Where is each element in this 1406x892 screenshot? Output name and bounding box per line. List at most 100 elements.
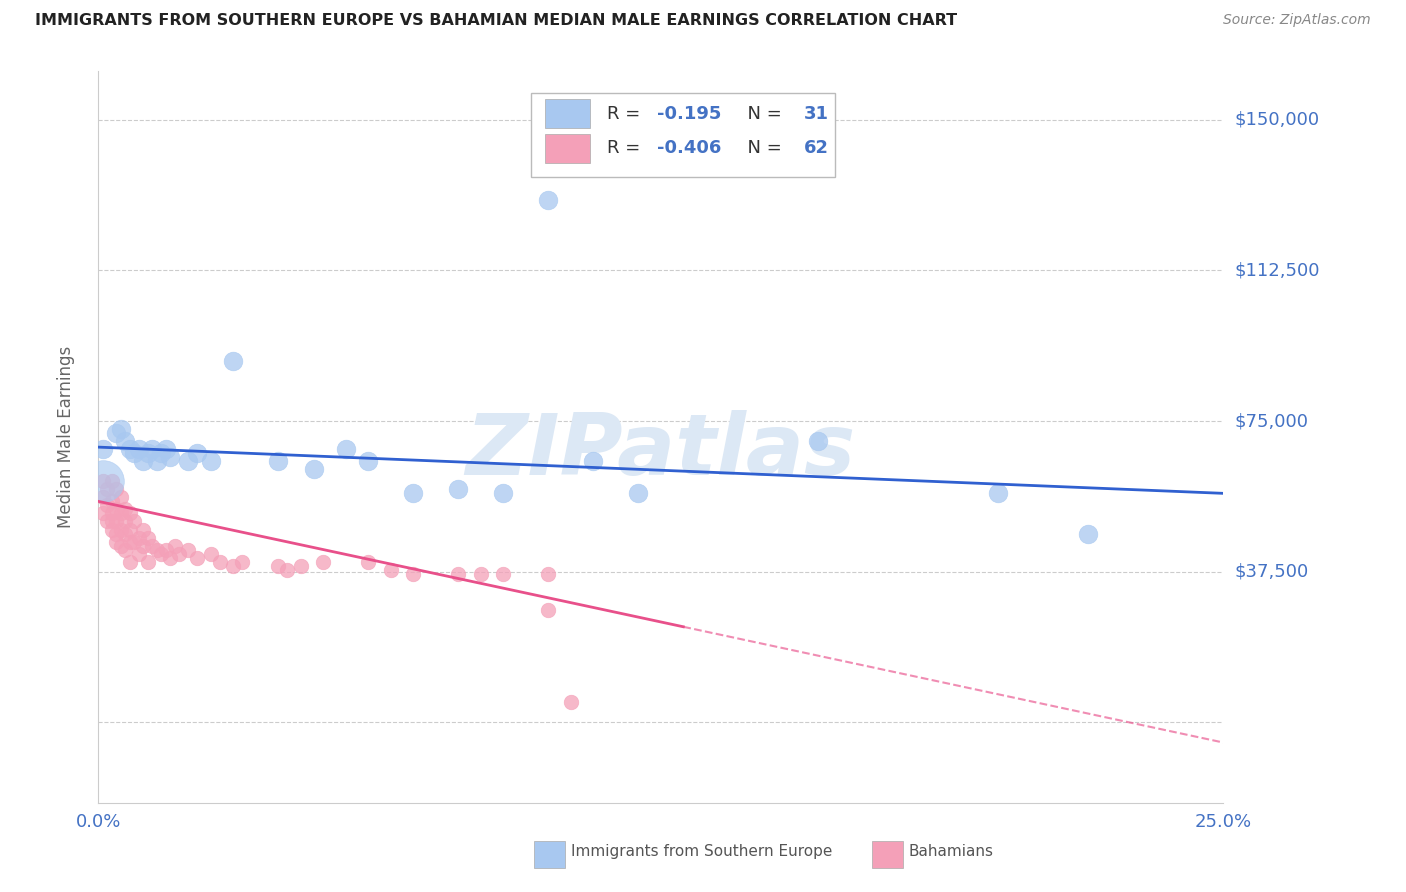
Point — [105, 515, 128, 529]
Text: Immigrants from Southern Europe: Immigrants from Southern Europe — [571, 845, 832, 859]
Text: R =: R = — [607, 104, 645, 123]
Point — [335, 442, 357, 457]
Point — [150, 446, 173, 460]
Point — [357, 555, 380, 569]
FancyBboxPatch shape — [546, 99, 591, 128]
Point — [186, 550, 208, 565]
Point — [91, 491, 114, 505]
Point — [118, 534, 141, 549]
Point — [101, 494, 124, 508]
Point — [150, 547, 173, 561]
FancyBboxPatch shape — [546, 134, 591, 162]
Point — [208, 555, 231, 569]
Text: 62: 62 — [804, 139, 828, 157]
Point — [110, 491, 132, 505]
Point — [128, 547, 150, 561]
Point — [136, 446, 159, 460]
Point — [110, 507, 132, 521]
Point — [447, 483, 470, 497]
Point — [105, 483, 128, 497]
Point — [146, 542, 169, 557]
Point — [380, 563, 402, 577]
Point — [537, 566, 560, 581]
Point — [537, 603, 560, 617]
Point — [101, 515, 124, 529]
Point — [159, 550, 181, 565]
Point — [132, 539, 155, 553]
Point — [105, 425, 128, 440]
Point — [267, 558, 290, 573]
Point — [101, 507, 124, 521]
Text: 31: 31 — [804, 104, 828, 123]
Point — [136, 555, 159, 569]
Text: N =: N = — [737, 104, 787, 123]
Point — [118, 555, 141, 569]
Point — [402, 566, 425, 581]
Point — [560, 695, 582, 709]
Text: ZIPatlas: ZIPatlas — [465, 410, 856, 493]
Point — [91, 507, 114, 521]
Point — [231, 555, 253, 569]
Point — [114, 526, 136, 541]
Point — [582, 454, 605, 468]
Text: Source: ZipAtlas.com: Source: ZipAtlas.com — [1223, 13, 1371, 28]
Point — [141, 539, 163, 553]
Point — [807, 434, 830, 449]
Point — [91, 475, 114, 489]
Text: R =: R = — [607, 139, 645, 157]
Point — [124, 534, 146, 549]
Y-axis label: Median Male Earnings: Median Male Earnings — [56, 346, 75, 528]
Point — [118, 507, 141, 521]
Point — [492, 486, 515, 500]
Point — [177, 454, 200, 468]
Point — [124, 515, 146, 529]
Point — [159, 450, 181, 465]
Point — [155, 542, 177, 557]
Point — [124, 446, 146, 460]
Point — [91, 475, 114, 489]
Point — [96, 515, 118, 529]
Point — [987, 486, 1010, 500]
Point — [110, 523, 132, 537]
Point — [177, 542, 200, 557]
Point — [155, 442, 177, 457]
Point — [304, 462, 326, 476]
Text: $112,500: $112,500 — [1234, 261, 1320, 279]
Text: $150,000: $150,000 — [1234, 111, 1319, 128]
Text: -0.406: -0.406 — [658, 139, 721, 157]
Point — [101, 475, 124, 489]
Point — [114, 542, 136, 557]
Point — [110, 422, 132, 436]
Point — [312, 555, 335, 569]
Point — [118, 442, 141, 457]
Text: Bahamians: Bahamians — [908, 845, 993, 859]
Point — [110, 539, 132, 553]
Point — [128, 531, 150, 545]
Point — [163, 539, 186, 553]
Point — [186, 446, 208, 460]
Point — [132, 523, 155, 537]
Point — [118, 523, 141, 537]
Text: $37,500: $37,500 — [1234, 563, 1309, 581]
Point — [114, 434, 136, 449]
Text: IMMIGRANTS FROM SOUTHERN EUROPE VS BAHAMIAN MEDIAN MALE EARNINGS CORRELATION CHA: IMMIGRANTS FROM SOUTHERN EUROPE VS BAHAM… — [35, 13, 957, 29]
Point — [357, 454, 380, 468]
Point — [200, 547, 222, 561]
Point — [91, 442, 114, 457]
Point — [402, 486, 425, 500]
Point — [105, 534, 128, 549]
Point — [105, 526, 128, 541]
Point — [136, 531, 159, 545]
Point — [290, 558, 312, 573]
Point — [169, 547, 191, 561]
Text: $75,000: $75,000 — [1234, 412, 1309, 430]
Point — [146, 454, 169, 468]
Point — [470, 566, 492, 581]
Point — [141, 442, 163, 457]
Point — [492, 566, 515, 581]
Point — [267, 454, 290, 468]
Point — [114, 502, 136, 516]
Point — [447, 566, 470, 581]
Point — [1077, 526, 1099, 541]
Point — [627, 486, 650, 500]
